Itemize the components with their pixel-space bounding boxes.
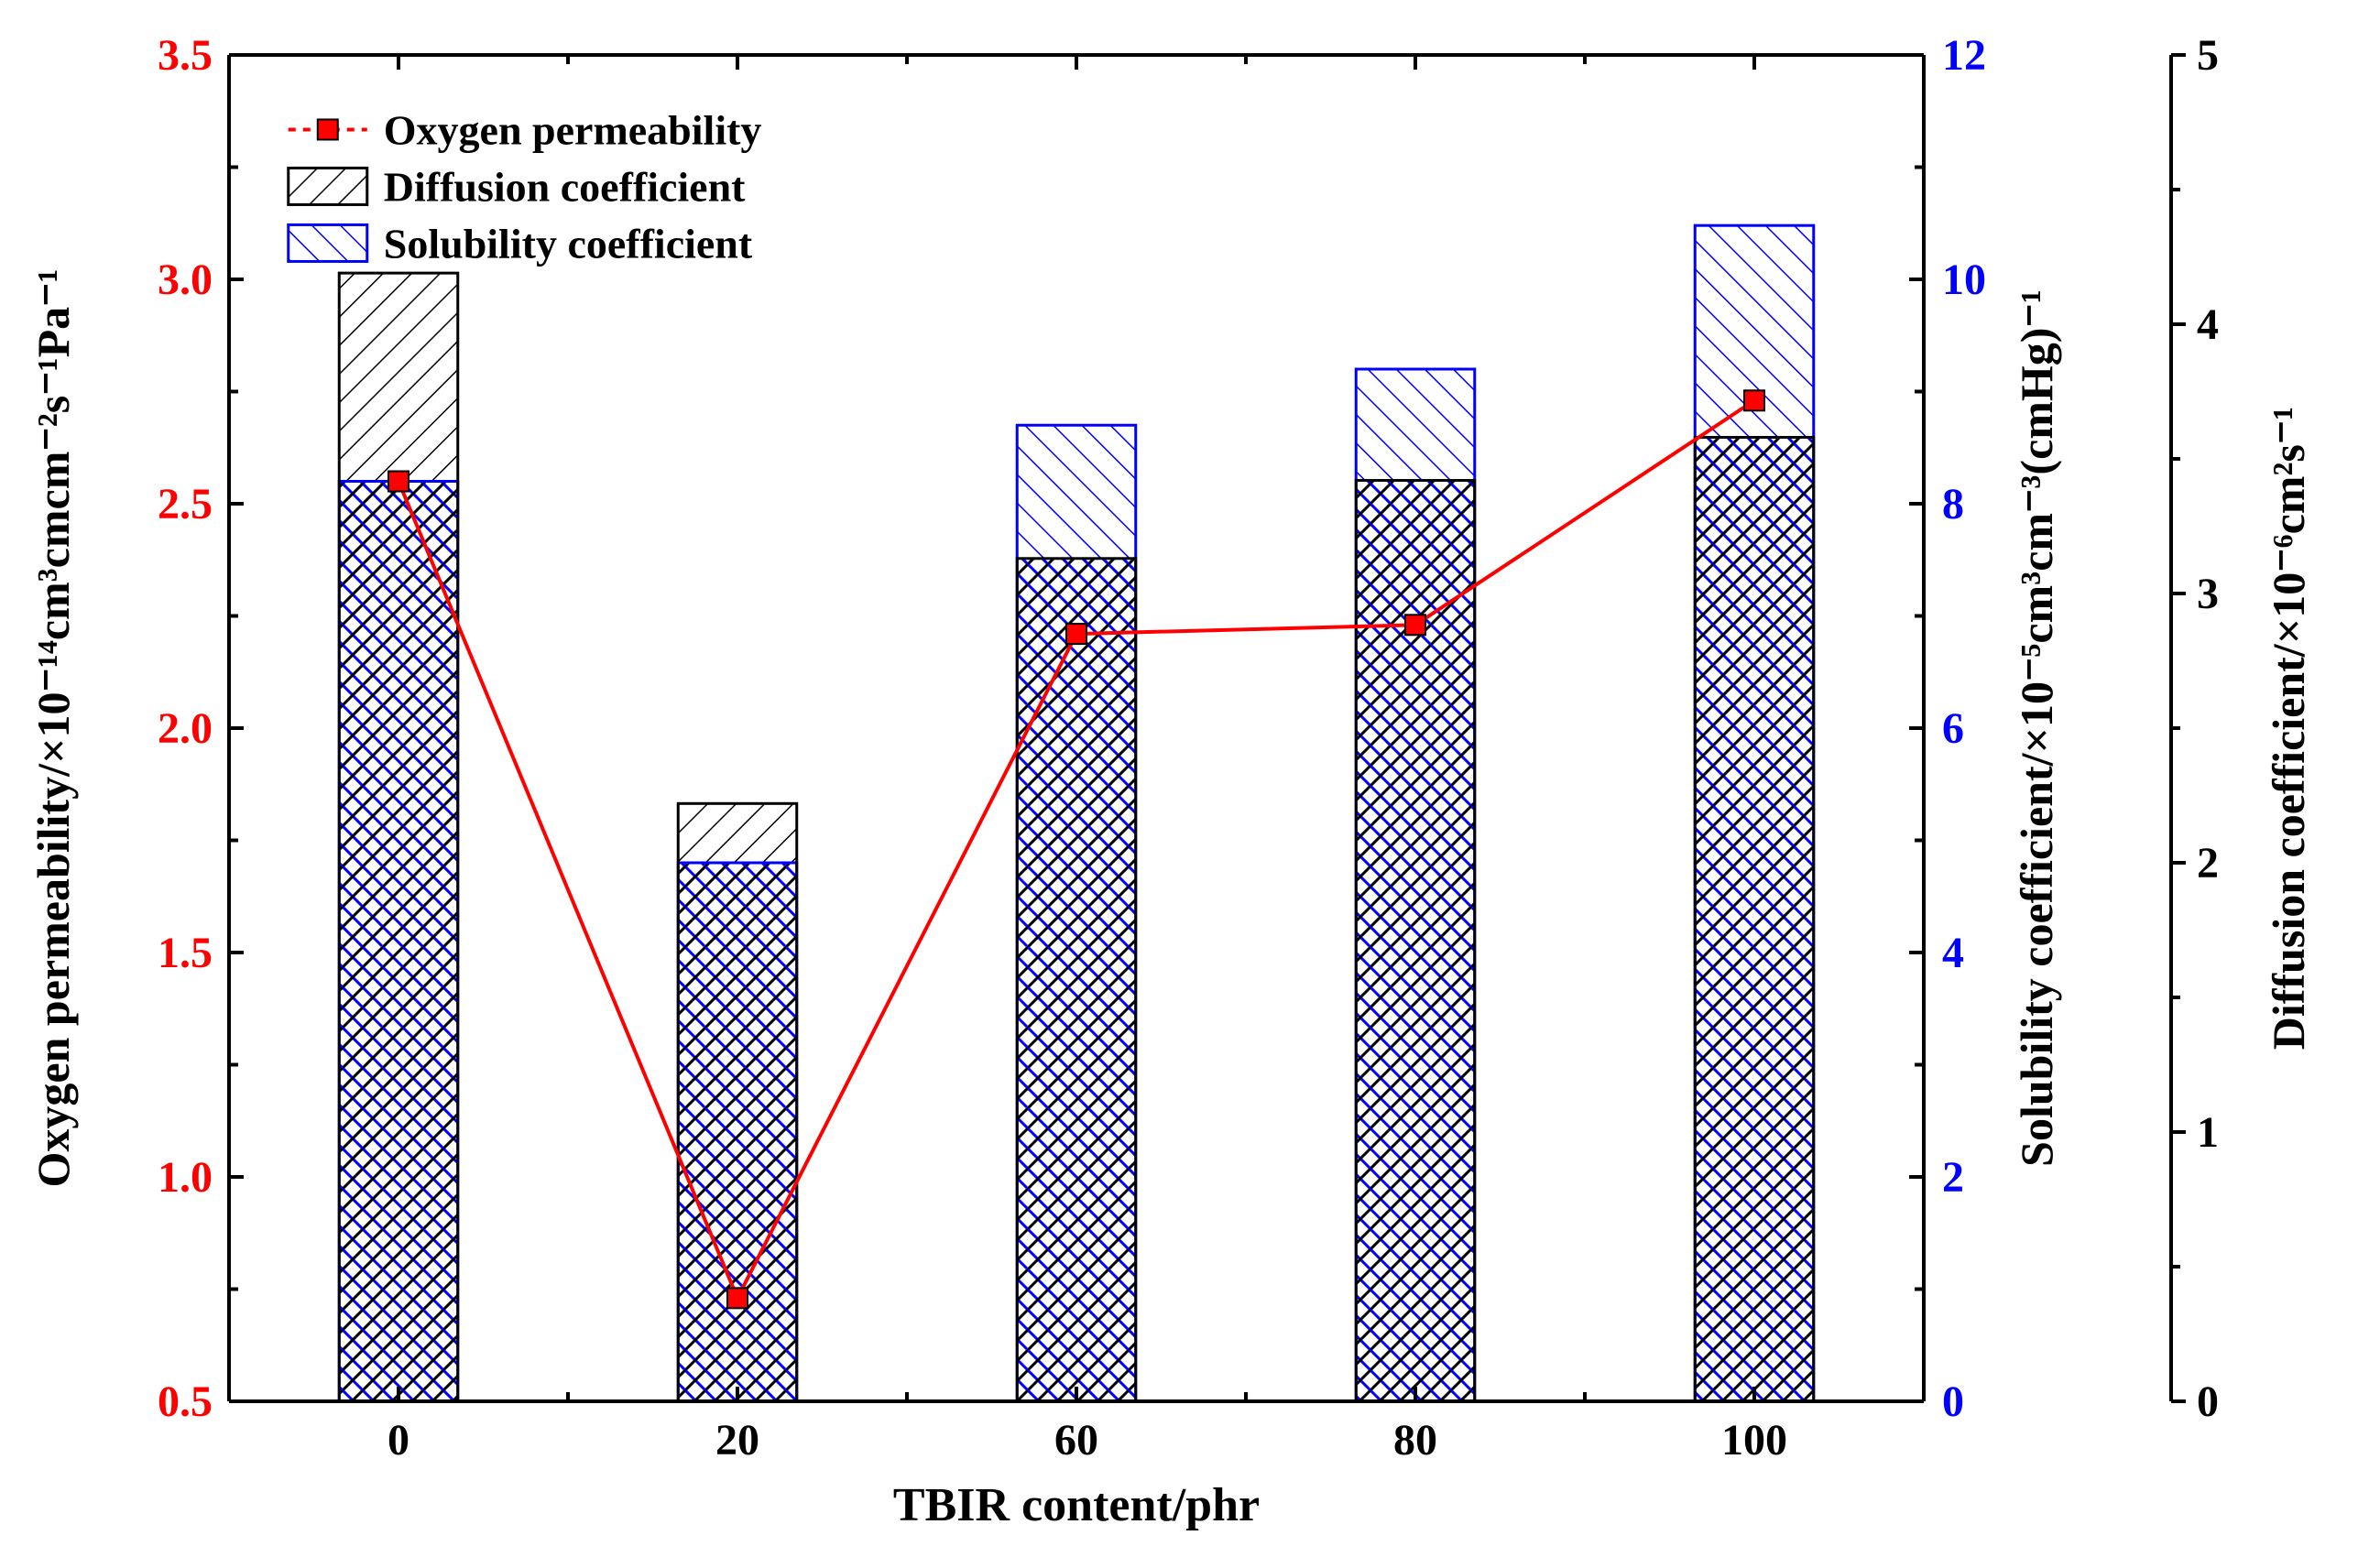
x-tick-label: 0 xyxy=(388,1416,409,1465)
y-right1-tick-label: 6 xyxy=(1942,704,1964,753)
y-left-axis-label: Oxygen permeability/×10⁻¹⁴cm³cmcm⁻²s⁻¹Pa… xyxy=(27,269,79,1188)
y-right1-tick-label: 8 xyxy=(1942,480,1964,528)
bar-diffusion-top xyxy=(678,803,797,863)
y-right2-tick-label: 1 xyxy=(2197,1108,2219,1157)
legend-label: Diffusion coefficient xyxy=(384,163,746,210)
legend-label: Solubility coefficient xyxy=(384,220,753,267)
y-right2-tick-label: 3 xyxy=(2197,570,2219,618)
y-right1-axis-label: Solubility coefficient/×10⁻⁵cm³cm⁻³(cmHg… xyxy=(2011,289,2062,1167)
marker-permeability xyxy=(1744,390,1764,410)
x-tick-label: 80 xyxy=(1393,1416,1437,1465)
bar-overlap xyxy=(678,863,797,1401)
y-left-tick-label: 3.5 xyxy=(158,31,213,80)
legend-marker-icon xyxy=(318,119,338,139)
y-right2-tick-label: 5 xyxy=(2197,31,2219,80)
y-left-tick-label: 1.5 xyxy=(158,929,213,977)
marker-permeability xyxy=(388,472,409,492)
y-right2-tick-label: 2 xyxy=(2197,839,2219,887)
y-left-tick-label: 2.5 xyxy=(158,480,213,528)
y-left-tick-label: 2.0 xyxy=(158,704,213,753)
y-left-tick-label: 1.0 xyxy=(158,1153,213,1202)
marker-permeability xyxy=(727,1288,748,1308)
bar-overlap xyxy=(1695,437,1814,1401)
marker-permeability xyxy=(1405,615,1425,635)
bar-overlap xyxy=(339,482,458,1402)
y-right1-tick-label: 0 xyxy=(1942,1377,1964,1426)
legend-swatch-diffusion xyxy=(289,168,367,204)
chart-container: 0206080100TBIR content/phr0.51.01.52.02.… xyxy=(0,0,2369,1568)
x-tick-label: 20 xyxy=(715,1416,759,1465)
y-right1-tick-label: 2 xyxy=(1942,1153,1964,1202)
bar-diffusion-top xyxy=(339,273,458,481)
y-right1-tick-label: 10 xyxy=(1942,256,1986,304)
bar-solubility-top xyxy=(1017,425,1136,559)
y-right2-axis-label: Diffusion coefficient/×10⁻⁶cm²s⁻¹ xyxy=(2263,407,2314,1051)
y-right1-tick-label: 12 xyxy=(1942,31,1986,80)
y-right2-tick-label: 0 xyxy=(2197,1377,2219,1426)
legend-swatch-solubility xyxy=(289,224,367,261)
bar-solubility-top xyxy=(1356,369,1475,481)
x-tick-label: 60 xyxy=(1054,1416,1098,1465)
x-axis-label: TBIR content/phr xyxy=(893,1479,1260,1531)
x-tick-label: 100 xyxy=(1721,1416,1787,1465)
marker-permeability xyxy=(1066,624,1086,644)
y-right2-tick-label: 4 xyxy=(2197,300,2219,349)
bar-overlap xyxy=(1017,559,1136,1401)
y-left-tick-label: 0.5 xyxy=(158,1377,213,1426)
chart-svg: 0206080100TBIR content/phr0.51.01.52.02.… xyxy=(0,0,2369,1568)
y-right1-tick-label: 4 xyxy=(1942,929,1964,977)
legend-label: Oxygen permeability xyxy=(384,106,762,153)
y-left-tick-label: 3.0 xyxy=(158,256,213,304)
